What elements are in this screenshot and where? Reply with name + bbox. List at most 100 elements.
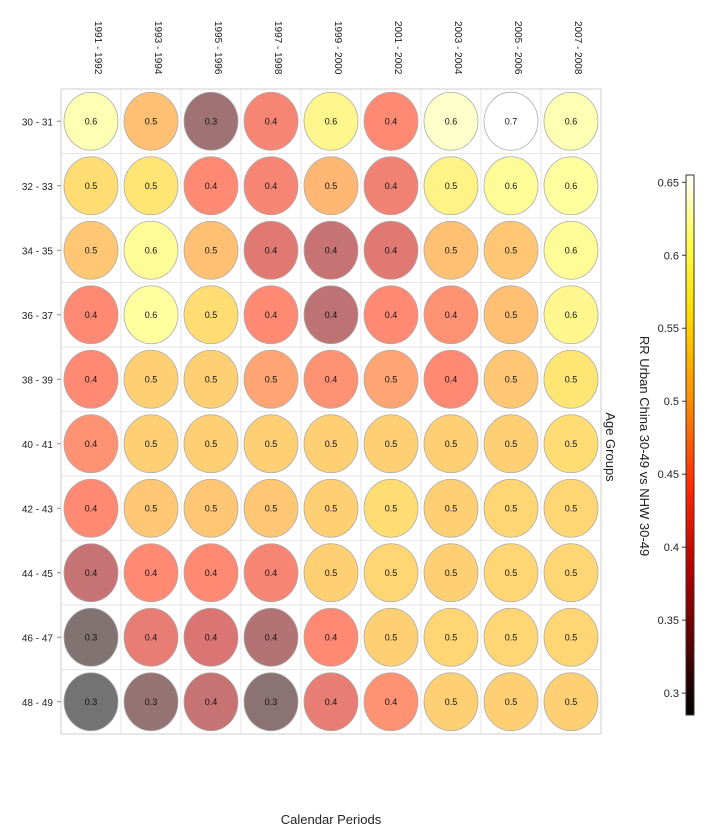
bubble-34-35-1991-1992: [63, 220, 119, 280]
bubble-30-31-1995-1996: [183, 91, 239, 151]
bubble-value-label: 0.5: [505, 503, 518, 513]
bubble-value-label: 0.5: [145, 374, 158, 384]
bubble-value-label: 0.5: [505, 568, 518, 578]
bubble-value-label: 0.6: [145, 245, 158, 255]
bubble-38-39-1995-1996: [183, 349, 239, 409]
bubble-value-label: 0.4: [445, 374, 458, 384]
bubble-46-47-1993-1994: [123, 607, 179, 667]
bubble-value-label: 0.5: [145, 116, 158, 126]
bubble-42-43-2001-2002: [363, 478, 419, 538]
bubble-value-label: 0.5: [325, 568, 338, 578]
bubble-value-label: 0.4: [385, 245, 398, 255]
colorbar-tick-label: 0.5: [664, 396, 679, 408]
bubble-value-label: 0.5: [325, 503, 338, 513]
bubble-32-33-2003-2004: [423, 156, 479, 216]
bubble-36-37-1999-2000: [303, 285, 359, 345]
bubble-value-label: 0.5: [505, 439, 518, 449]
bubble-42-43-1997-1998: [243, 478, 299, 538]
bubble-44-45-2007-2008: [543, 543, 599, 603]
bubble-value-label: 0.5: [385, 439, 398, 449]
bubble-value-label: 0.4: [325, 245, 338, 255]
x-tick-label: 1991 - 1992: [92, 21, 103, 75]
bubble-48-49-1993-1994: [123, 672, 179, 732]
bubble-38-39-2003-2004: [423, 349, 479, 409]
bubble-value-label: 0.4: [85, 374, 98, 384]
bubble-34-35-1999-2000: [303, 220, 359, 280]
bubble-value-label: 0.5: [145, 439, 158, 449]
bubble-30-31-1997-1998: [243, 91, 299, 151]
bubble-value-label: 0.4: [85, 439, 98, 449]
bubble-48-49-1991-1992: [63, 672, 119, 732]
bubble-value-label: 0.4: [265, 116, 278, 126]
bubble-value-label: 0.6: [85, 116, 98, 126]
bubble-40-41-2003-2004: [423, 414, 479, 474]
bubble-36-37-1995-1996: [183, 285, 239, 345]
bubble-48-49-2003-2004: [423, 672, 479, 732]
bubble-42-43-1995-1996: [183, 478, 239, 538]
bubble-value-label: 0.3: [265, 697, 278, 707]
bubble-value-label: 0.4: [265, 245, 278, 255]
bubble-32-33-1995-1996: [183, 156, 239, 216]
bubble-value-label: 0.6: [325, 116, 338, 126]
bubble-36-37-1993-1994: [123, 285, 179, 345]
bubble-48-49-1999-2000: [303, 672, 359, 732]
x-tick-label: 1995 - 1996: [212, 21, 223, 75]
bubble-30-31-1991-1992: [63, 91, 119, 151]
bubble-value-label: 0.4: [325, 632, 338, 642]
bubble-44-45-2003-2004: [423, 543, 479, 603]
bubble-value-label: 0.5: [505, 374, 518, 384]
bubble-value-label: 0.5: [445, 632, 458, 642]
bubble-value-label: 0.6: [565, 116, 578, 126]
bubble-value-label: 0.5: [205, 503, 218, 513]
bubble-value-label: 0.5: [565, 568, 578, 578]
bubble-36-37-2005-2006: [483, 285, 539, 345]
bubble-42-43-2003-2004: [423, 478, 479, 538]
bubble-38-39-1997-1998: [243, 349, 299, 409]
bubble-34-35-2001-2002: [363, 220, 419, 280]
bubble-46-47-2003-2004: [423, 607, 479, 667]
bubble-value-label: 0.4: [325, 310, 338, 320]
bubble-48-49-1995-1996: [183, 672, 239, 732]
colorbar-tick-label: 0.4: [664, 542, 679, 554]
x-axis-tick-labels: 1991 - 1992 1993 - 1994 1995 - 1996 1997 - …: [92, 21, 583, 75]
bubble-44-45-1999-2000: [303, 543, 359, 603]
y-tick-label: 30 - 31: [22, 117, 54, 128]
x-tick-label: 1997 - 1998: [272, 21, 283, 75]
bubble-value-label: 0.5: [565, 503, 578, 513]
bubble-value-label: 0.4: [385, 181, 398, 191]
bubble-value-label: 0.4: [325, 697, 338, 707]
bubble-value-label: 0.5: [445, 568, 458, 578]
bubble-value-label: 0.4: [265, 568, 278, 578]
bubble-value-label: 0.3: [145, 697, 158, 707]
bubble-42-43-1999-2000: [303, 478, 359, 538]
bubble-30-31-1993-1994: [123, 91, 179, 151]
bubble-38-39-2005-2006: [483, 349, 539, 409]
bubble-value-label: 0.5: [385, 632, 398, 642]
bubble-value-label: 0.4: [265, 181, 278, 191]
bubble-30-31-2001-2002: [363, 91, 419, 151]
bubble-46-47-1997-1998: [243, 607, 299, 667]
bubble-32-33-2001-2002: [363, 156, 419, 216]
bubble-40-41-1999-2000: [303, 414, 359, 474]
colorbar: 0.3 0.35 0.4 0.45 0.5 0.55 0.6 0.65: [658, 174, 695, 716]
bubble-46-47-1995-1996: [183, 607, 239, 667]
bubble-34-35-2003-2004: [423, 220, 479, 280]
bubble-34-35-1993-1994: [123, 220, 179, 280]
bubble-38-39-2007-2008: [543, 349, 599, 409]
bubble-value-label: 0.4: [85, 310, 98, 320]
bubble-value-label: 0.4: [325, 374, 338, 384]
bubble-42-43-1991-1992: [63, 478, 119, 538]
bubble-40-41-1991-1992: [63, 414, 119, 474]
bubble-40-41-1995-1996: [183, 414, 239, 474]
y-tick-label: 38 - 39: [22, 375, 54, 386]
bubble-42-43-2005-2006: [483, 478, 539, 538]
y-tick-label: 36 - 37: [22, 311, 54, 322]
bubble-36-37-2007-2008: [543, 285, 599, 345]
bubble-value-label: 0.5: [505, 245, 518, 255]
x-tick-label: 2001 - 2002: [392, 21, 403, 75]
bubble-value-label: 0.5: [565, 697, 578, 707]
y-tick-label: 48 - 49: [22, 698, 54, 709]
plot-frame: [60, 88, 602, 735]
bubble-value-label: 0.5: [385, 374, 398, 384]
